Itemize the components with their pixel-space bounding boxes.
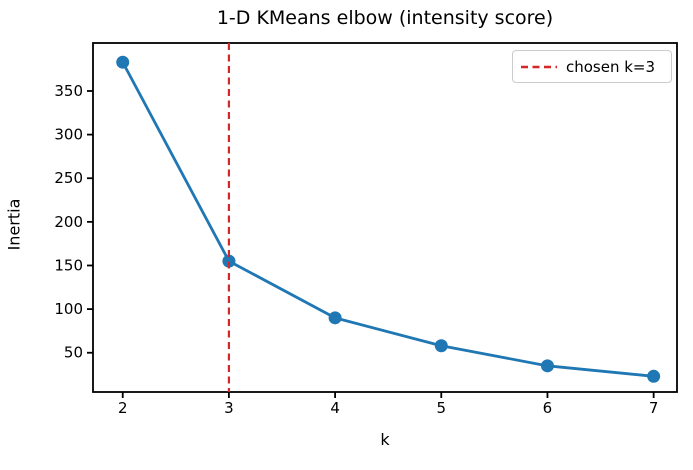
y-tick-label: 350 xyxy=(54,82,83,100)
y-tick-label: 250 xyxy=(54,169,83,187)
data-line xyxy=(121,60,656,378)
axes-frame xyxy=(92,42,678,393)
legend: chosen k=3 xyxy=(512,50,672,83)
x-tick-label: 2 xyxy=(118,399,128,417)
y-tick-label: 100 xyxy=(54,300,83,318)
data-point xyxy=(116,55,130,69)
y-tick-label: 50 xyxy=(64,344,83,362)
x-tick-label: 7 xyxy=(649,399,659,417)
legend-label: chosen k=3 xyxy=(566,57,656,76)
data-point xyxy=(328,311,342,325)
x-tick-label: 6 xyxy=(543,399,553,417)
chart-title: 1-D KMeans elbow (intensity score) xyxy=(216,7,554,29)
data-point xyxy=(540,359,554,373)
y-axis-label: Inertia xyxy=(4,198,24,251)
x-axis-label: k xyxy=(380,430,390,449)
x-tick-label: 5 xyxy=(437,399,447,417)
data-point xyxy=(434,339,448,353)
data-point xyxy=(647,369,661,383)
y-tick-label: 150 xyxy=(54,256,83,274)
y-tick-label: 200 xyxy=(54,213,83,231)
x-tick-label: 3 xyxy=(224,399,234,417)
data-point xyxy=(222,254,236,268)
x-tick-label: 4 xyxy=(330,399,340,417)
y-tick-label: 300 xyxy=(54,126,83,144)
legend-dashed-line-sample xyxy=(521,65,557,68)
